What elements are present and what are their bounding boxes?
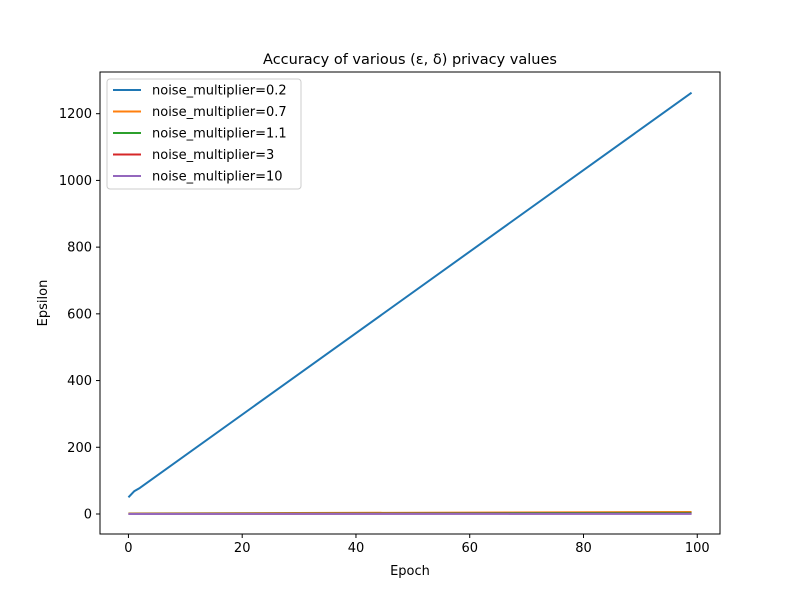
y-tick-label: 0 bbox=[84, 507, 92, 522]
x-tick-label: 0 bbox=[124, 541, 132, 556]
x-tick-label: 40 bbox=[348, 541, 365, 556]
x-axis: 0 20 40 60 80 100 bbox=[124, 534, 710, 556]
y-axis: 0 200 400 600 800 1000 1200 bbox=[59, 107, 100, 522]
x-tick-label: 20 bbox=[234, 541, 251, 556]
x-axis-label: Epoch bbox=[390, 564, 430, 579]
y-tick-label: 400 bbox=[67, 374, 92, 389]
y-tick-label: 1200 bbox=[59, 107, 92, 122]
series-line bbox=[127, 91, 693, 498]
x-tick-label: 80 bbox=[575, 541, 592, 556]
y-tick-label: 1000 bbox=[59, 174, 92, 189]
legend-label: noise_multiplier=0.7 bbox=[152, 105, 287, 120]
plot-lines bbox=[127, 91, 693, 515]
x-tick-label: 100 bbox=[685, 541, 710, 556]
chart-title: Accuracy of various (ε, δ) privacy value… bbox=[263, 52, 557, 68]
legend-label: noise_multiplier=3 bbox=[152, 148, 274, 163]
legend-label: noise_multiplier=1.1 bbox=[152, 127, 287, 142]
x-tick-label: 60 bbox=[461, 541, 478, 556]
y-axis-label: Epsilon bbox=[36, 280, 51, 327]
y-tick-label: 600 bbox=[67, 307, 92, 322]
legend-label: noise_multiplier=0.2 bbox=[152, 84, 287, 99]
legend: noise_multiplier=0.2 noise_multiplier=0.7… bbox=[106, 78, 302, 190]
legend-label: noise_multiplier=10 bbox=[152, 170, 283, 185]
axes-frame bbox=[99, 71, 721, 535]
y-tick-label: 200 bbox=[67, 441, 92, 456]
legend-box bbox=[106, 78, 302, 190]
y-tick-label: 800 bbox=[67, 241, 92, 256]
